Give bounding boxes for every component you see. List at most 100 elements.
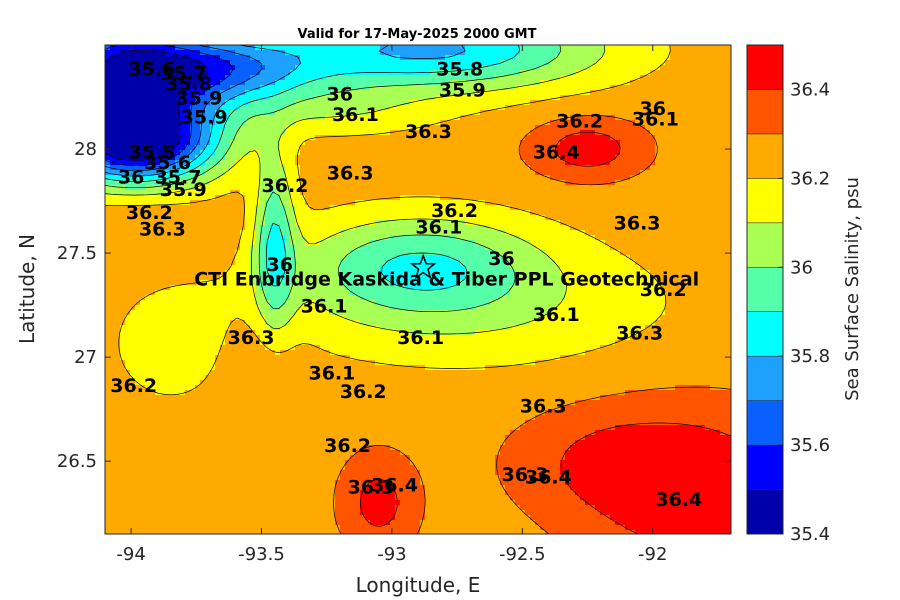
salinity-cell: [610, 135, 616, 141]
salinity-cell: [160, 200, 166, 206]
salinity-cell: [650, 95, 656, 101]
salinity-cell: [715, 200, 721, 206]
salinity-cell: [370, 200, 376, 206]
salinity-cell: [640, 115, 646, 121]
salinity-cell: [360, 175, 366, 181]
salinity-cell: [180, 135, 186, 141]
salinity-cell: [295, 95, 301, 101]
salinity-cell: [465, 115, 471, 121]
salinity-cell: [290, 100, 296, 106]
salinity-cell: [660, 220, 666, 226]
salinity-cell: [560, 215, 566, 221]
salinity-cell: [415, 110, 421, 116]
salinity-cell: [265, 170, 271, 176]
salinity-cell: [665, 90, 671, 96]
salinity-cell: [635, 180, 641, 186]
salinity-cell: [650, 65, 656, 71]
salinity-cell: [290, 155, 296, 161]
salinity-cell: [370, 90, 376, 96]
salinity-cell: [300, 200, 306, 206]
salinity-cell: [725, 160, 731, 166]
salinity-cell: [250, 65, 256, 71]
salinity-cell: [195, 65, 201, 71]
salinity-cell: [395, 170, 401, 176]
salinity-cell: [655, 70, 661, 76]
salinity-cell: [490, 220, 496, 226]
salinity-cell: [695, 205, 701, 211]
salinity-cell: [675, 75, 681, 81]
salinity-cell: [505, 55, 511, 61]
salinity-cell: [645, 75, 651, 81]
salinity-cell: [165, 240, 171, 246]
salinity-cell: [315, 210, 321, 216]
salinity-cell: [150, 125, 156, 131]
salinity-cell: [165, 115, 171, 121]
salinity-cell: [580, 235, 586, 241]
salinity-cell: [205, 215, 211, 221]
salinity-cell: [320, 150, 326, 156]
salinity-cell: [660, 115, 666, 121]
salinity-cell: [275, 160, 281, 166]
salinity-cell: [265, 190, 271, 196]
salinity-cell: [200, 65, 206, 71]
salinity-cell: [240, 95, 246, 101]
salinity-cell: [335, 100, 341, 106]
salinity-cell: [115, 70, 121, 76]
salinity-cell: [395, 60, 401, 66]
salinity-cell: [315, 175, 321, 181]
salinity-cell: [400, 165, 406, 171]
salinity-cell: [545, 110, 551, 116]
salinity-cell: [340, 135, 346, 141]
salinity-cell: [170, 140, 176, 146]
salinity-cell: [345, 130, 351, 136]
salinity-cell: [320, 90, 326, 96]
salinity-cell: [175, 135, 181, 141]
salinity-cell: [395, 80, 401, 86]
salinity-cell: [375, 135, 381, 141]
salinity-cell: [440, 70, 446, 76]
salinity-cell: [270, 70, 276, 76]
salinity-cell: [315, 65, 321, 71]
salinity-cell: [125, 195, 131, 201]
salinity-cell: [580, 80, 586, 86]
salinity-cell: [110, 75, 116, 81]
salinity-cell: [210, 205, 216, 211]
salinity-cell: [550, 105, 556, 111]
salinity-cell: [375, 125, 381, 131]
salinity-cell: [590, 120, 596, 126]
salinity-cell: [475, 100, 481, 106]
salinity-cell: [270, 240, 276, 246]
salinity-cell: [280, 140, 286, 146]
salinity-cell: [175, 175, 181, 181]
salinity-cell: [505, 175, 511, 181]
salinity-cell: [415, 120, 421, 126]
salinity-cell: [725, 195, 731, 201]
salinity-cell: [665, 235, 671, 241]
salinity-cell: [515, 140, 521, 146]
salinity-cell: [285, 75, 291, 81]
salinity-cell: [575, 195, 581, 201]
salinity-cell: [565, 75, 571, 81]
salinity-cell: [170, 180, 176, 186]
salinity-cell: [635, 165, 641, 171]
salinity-cell: [575, 155, 581, 161]
salinity-cell: [420, 90, 426, 96]
salinity-cell: [190, 190, 196, 196]
salinity-cell: [410, 135, 416, 141]
salinity-cell: [175, 95, 181, 101]
salinity-cell: [435, 220, 441, 226]
salinity-cell: [140, 230, 146, 236]
salinity-cell: [720, 120, 726, 126]
salinity-cell: [715, 115, 721, 121]
salinity-cell: [430, 50, 436, 56]
salinity-cell: [260, 160, 266, 166]
salinity-cell: [685, 155, 691, 161]
salinity-cell: [220, 100, 226, 106]
salinity-cell: [295, 190, 301, 196]
salinity-cell: [305, 200, 311, 206]
salinity-cell: [590, 160, 596, 166]
salinity-cell: [180, 145, 186, 151]
salinity-cell: [360, 235, 366, 241]
salinity-cell: [585, 205, 591, 211]
salinity-cell: [355, 185, 361, 191]
